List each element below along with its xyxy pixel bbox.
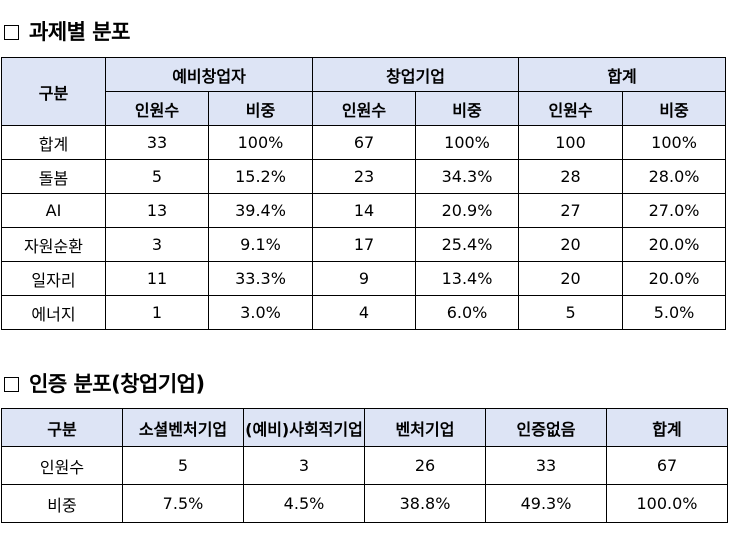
header-social-venture: 소셜벤처기업 [122,408,244,447]
certification-distribution-table: 구분 소셜벤처기업 (예비)사회적기업 벤처기업 인증없음 합계 인원수 5 3… [1,408,728,523]
checkbox-square-icon [4,25,19,40]
task-distribution-table: 구분 예비창업자 창업기업 합계 인원수 비중 인원수 비중 인원수 비중 합계… [1,57,727,330]
table-cell: 14 [312,193,417,228]
checkbox-square-icon [4,377,19,392]
table-row: 돌봄 5 15.2% 23 34.3% 28 28.0% [1,159,727,194]
header-sub-ratio: 비중 [622,91,727,126]
table-cell: 26 [364,446,486,485]
table-cell: 25.4% [415,227,520,262]
table-cell: 3.0% [207,295,314,330]
table-cell: 13.4% [415,261,520,296]
table-row: AI 13 39.4% 14 20.9% 27 27.0% [1,193,727,228]
table-cell: 23 [312,159,417,194]
header-sub-ratio: 비중 [207,91,314,126]
table-cell: 100% [622,125,727,160]
header-category: 구분 [1,57,106,126]
table-cell: 33 [105,125,209,160]
header-total: 합계 [606,408,728,447]
table-cell: 49.3% [485,484,607,523]
table-cell: 5.0% [622,295,727,330]
table-cell: 7.5% [122,484,244,523]
table-cell: 27 [518,193,624,228]
row-label: AI [1,193,106,228]
row-label: 자원순환 [1,227,106,262]
table-cell: 100% [207,125,314,160]
table-cell: 20 [518,261,624,296]
table-row: 인원수 5 3 26 33 67 [1,446,728,485]
table-cell: 11 [105,261,209,296]
row-label: 에너지 [1,295,106,330]
header-no-certification: 인증없음 [485,408,607,447]
table-row: 일자리 11 33.3% 9 13.4% 20 20.0% [1,261,727,296]
row-label: 합계 [1,125,106,160]
header-category: 구분 [1,408,123,447]
table-cell: 28.0% [622,159,727,194]
table-row: 에너지 1 3.0% 4 6.0% 5 5.0% [1,295,727,330]
table-cell: 17 [312,227,417,262]
header-group-pre-founder: 예비창업자 [104,57,314,92]
table-cell: 5 [122,446,244,485]
table-cell: 27.0% [622,193,727,228]
table-cell: 13 [105,193,209,228]
table-row: 합계 33 100% 67 100% 100 100% [1,125,727,160]
section1-title: 과제별 분포 [29,20,130,44]
table-cell: 100 [518,125,624,160]
table-cell: 38.8% [364,484,486,523]
table-cell: 6.0% [415,295,520,330]
table-cell: 20.0% [622,227,727,262]
table-row: 자원순환 3 9.1% 17 25.4% 20 20.0% [1,227,727,262]
table-cell: 34.3% [415,159,520,194]
header-group-total: 합계 [518,57,727,92]
header-sub-count: 인원수 [518,91,624,126]
table-cell: 4 [312,295,417,330]
header-venture: 벤처기업 [364,408,486,447]
table-cell: 5 [518,295,624,330]
header-sub-ratio: 비중 [415,91,520,126]
table-cell: 100.0% [606,484,728,523]
row-label: 일자리 [1,261,106,296]
header-group-startup: 창업기업 [312,57,520,92]
table-cell: 28 [518,159,624,194]
table-cell: 5 [105,159,209,194]
section2-title: 인증 분포(창업기업) [29,372,205,396]
table-row: 비중 7.5% 4.5% 38.8% 49.3% 100.0% [1,484,728,523]
table-cell: 9.1% [207,227,314,262]
table-cell: 15.2% [207,159,314,194]
row-label: 인원수 [1,446,123,485]
table-cell: 39.4% [207,193,314,228]
section2-heading: 인증 분포(창업기업) [4,368,205,398]
section1-heading: 과제별 분포 [4,16,130,46]
row-label: 돌봄 [1,159,106,194]
table-cell: 33 [485,446,607,485]
table-cell: 33.3% [207,261,314,296]
table-cell: 20 [518,227,624,262]
row-label: 비중 [1,484,123,523]
header-social-enterprise: (예비)사회적기업 [243,408,365,447]
table-cell: 67 [312,125,417,160]
table-cell: 20.9% [415,193,520,228]
table-cell: 67 [606,446,728,485]
header-sub-count: 인원수 [105,91,209,126]
header-sub-count: 인원수 [312,91,417,126]
table-cell: 100% [415,125,520,160]
table-cell: 1 [105,295,209,330]
table-cell: 9 [312,261,417,296]
table-cell: 20.0% [622,261,727,296]
table-cell: 3 [243,446,365,485]
table-cell: 3 [105,227,209,262]
table-cell: 4.5% [243,484,365,523]
